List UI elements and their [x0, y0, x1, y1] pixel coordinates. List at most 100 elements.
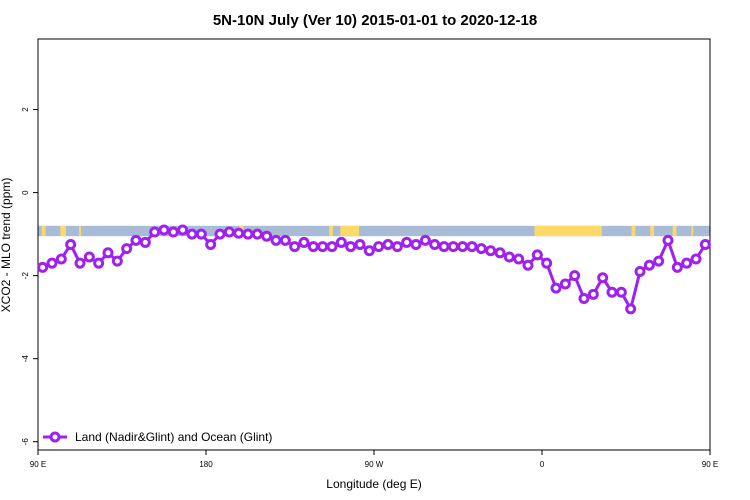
land-patch [329, 225, 333, 237]
data-point [93, 257, 105, 269]
data-point [438, 241, 450, 253]
chart-title: 5N-10N July (Ver 10) 2015-01-01 to 2020-… [213, 12, 537, 29]
data-point [569, 270, 581, 282]
data-point [261, 230, 273, 242]
legend-marker [49, 431, 61, 443]
land-patch [534, 225, 602, 237]
data-point [233, 227, 245, 239]
data-point [317, 241, 329, 253]
data-point [457, 241, 469, 253]
data-point [382, 239, 394, 250]
data-point [335, 236, 347, 248]
data-point [345, 241, 357, 253]
y-tick-label: -2 [21, 272, 30, 280]
data-point [102, 247, 114, 259]
data-point [279, 234, 291, 246]
data-point [177, 224, 189, 236]
data-point [149, 226, 161, 238]
data-point [83, 251, 95, 263]
data-point [541, 257, 553, 269]
legend-label: Land (Nadir&Glint) and Ocean (Glint) [75, 430, 272, 444]
x-tick-label: 180 [199, 460, 213, 469]
y-tick-label: 0 [21, 190, 30, 195]
data-point [326, 241, 338, 253]
data-point [503, 251, 515, 263]
data-point [522, 259, 534, 271]
legend: Land (Nadir&Glint) and Ocean (Glint) [43, 430, 272, 444]
data-point [587, 288, 599, 300]
data-point [354, 239, 366, 250]
series-line [37, 224, 711, 315]
y-tick-label: -4 [21, 355, 30, 363]
data-point [550, 282, 562, 294]
x-tick-label: 90 E [30, 460, 46, 469]
data-point [531, 249, 543, 261]
y-tick-label: 2 [21, 107, 30, 112]
land-patch [41, 225, 46, 237]
land-patch [60, 225, 66, 237]
data-point [363, 245, 375, 257]
data-point [139, 236, 151, 248]
data-point [466, 241, 478, 253]
data-point [223, 226, 235, 238]
data-point [419, 234, 431, 246]
data-point [121, 243, 133, 255]
data-point [298, 236, 310, 248]
data-point [65, 239, 77, 250]
data-point [373, 241, 385, 253]
data-point [242, 228, 254, 240]
data-point [513, 253, 525, 265]
y-axis-label: XCO2 - MLO trend (ppm) [0, 178, 13, 313]
data-point [671, 261, 683, 273]
data-point [251, 228, 263, 240]
data-point [410, 239, 422, 250]
x-axis-label: Longitude (deg E) [326, 477, 421, 491]
x-tick-label: 0 [540, 460, 545, 469]
data-point [195, 228, 207, 240]
data-point [167, 226, 179, 238]
data-point [559, 278, 571, 290]
x-tick-label: 90 E [702, 460, 718, 469]
data-point [485, 245, 497, 257]
y-axis: 2 0 -2 -4 -6 [21, 107, 38, 445]
data-point [289, 241, 301, 253]
data-point [158, 224, 170, 236]
data-point [307, 241, 319, 253]
land-patch [650, 225, 654, 237]
data-point [130, 234, 142, 246]
data-point [653, 255, 665, 267]
data-point [699, 239, 711, 250]
data-point [270, 234, 282, 246]
x-tick-label: 90 W [365, 460, 384, 469]
y-tick-label: -6 [21, 438, 30, 446]
data-point [606, 286, 618, 298]
land-patch [691, 225, 694, 237]
land-ocean-band [38, 225, 710, 237]
data-point [643, 259, 655, 271]
data-point [625, 303, 637, 315]
data-point [662, 234, 674, 246]
data-point [494, 247, 506, 259]
data-point [401, 236, 413, 248]
data-point [597, 272, 609, 284]
land-patch [79, 225, 81, 237]
data-point [111, 255, 123, 267]
data-point [391, 241, 403, 253]
data-point [429, 239, 441, 250]
data-point [615, 286, 627, 298]
land-patch [672, 225, 677, 237]
ocean-band [38, 225, 710, 237]
data-point [205, 239, 217, 250]
land-patch [631, 225, 636, 237]
data-point [214, 228, 226, 240]
data-point [690, 253, 702, 265]
data-point [46, 257, 58, 269]
data-point [475, 243, 487, 255]
data-point [74, 257, 86, 269]
data-point [55, 253, 67, 265]
data-point [186, 228, 198, 240]
data-point [578, 292, 590, 304]
data-point [447, 241, 459, 253]
data-point [681, 257, 693, 269]
